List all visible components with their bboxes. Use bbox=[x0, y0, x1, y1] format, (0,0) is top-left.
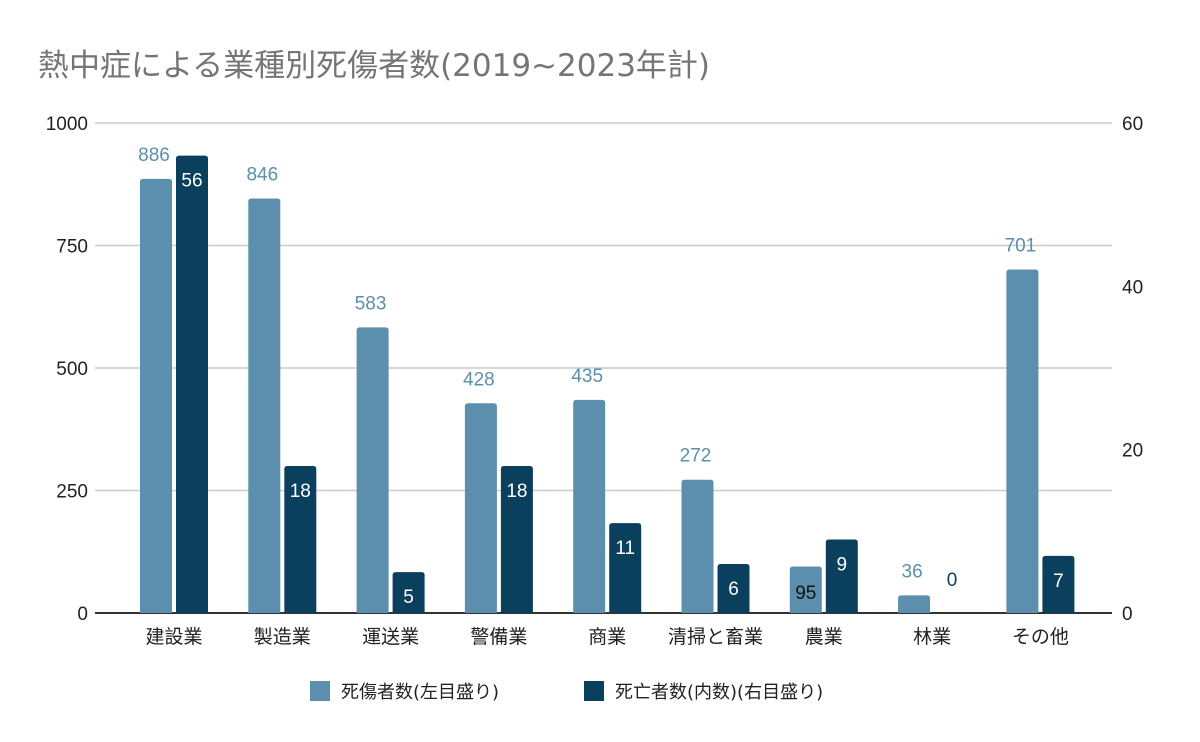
legend-label: 死傷者数(左目盛り) bbox=[341, 682, 499, 703]
bar-casualties bbox=[140, 178, 172, 614]
left-axis-tick: 500 bbox=[56, 359, 88, 380]
data-label-deaths: 18 bbox=[506, 481, 527, 502]
left-axis-tick: 750 bbox=[56, 237, 88, 258]
data-label-casualties: 272 bbox=[680, 446, 712, 467]
bar-casualties bbox=[356, 327, 389, 613]
bar-deaths bbox=[1042, 555, 1075, 613]
data-label-deaths: 56 bbox=[181, 171, 202, 192]
category-label: 清掃と畜業 bbox=[668, 626, 763, 648]
data-label-casualties: 95 bbox=[795, 583, 816, 604]
right-axis-tick: 40 bbox=[1122, 277, 1143, 298]
category-label: 運送業 bbox=[362, 626, 419, 648]
category-label: 建設業 bbox=[145, 626, 202, 648]
data-label-deaths: 11 bbox=[615, 538, 635, 559]
chart-title: 熱中症による業種別死傷者数(2019~2023年計) bbox=[38, 48, 711, 84]
data-label-casualties: 583 bbox=[355, 293, 387, 314]
legend-swatch bbox=[584, 681, 604, 701]
category-label: 農業 bbox=[805, 626, 843, 648]
bar-casualties bbox=[898, 595, 931, 613]
bar-deaths bbox=[717, 564, 750, 613]
bar-deaths bbox=[500, 466, 533, 613]
data-label-casualties: 846 bbox=[246, 164, 278, 185]
bar-casualties bbox=[1006, 269, 1039, 613]
left-axis-tick: 1000 bbox=[46, 114, 88, 135]
data-label-deaths: 5 bbox=[403, 587, 414, 608]
category-label: 製造業 bbox=[254, 626, 311, 648]
data-label-casualties: 36 bbox=[902, 561, 923, 582]
bar-casualties bbox=[573, 399, 606, 613]
bar-deaths bbox=[825, 539, 858, 613]
bar-casualties bbox=[464, 403, 497, 613]
bar-deaths bbox=[176, 155, 208, 613]
data-label-deaths: 9 bbox=[837, 555, 848, 576]
bar-deaths bbox=[392, 572, 425, 613]
bar-casualties bbox=[789, 566, 822, 613]
legend-label: 死亡者数(内数)(右目盛り) bbox=[615, 682, 823, 703]
right-axis-tick: 20 bbox=[1122, 441, 1143, 462]
left-axis-tick: 250 bbox=[56, 482, 88, 503]
data-label-deaths: 6 bbox=[728, 579, 739, 600]
bar-deaths bbox=[609, 523, 642, 613]
data-label-casualties: 428 bbox=[463, 369, 495, 390]
right-axis-tick: 0 bbox=[1122, 604, 1133, 625]
legend-swatch bbox=[310, 681, 330, 701]
left-axis-tick: 0 bbox=[77, 604, 88, 625]
bar-deaths bbox=[284, 466, 317, 613]
right-axis-tick: 60 bbox=[1122, 114, 1143, 135]
category-label: 林業 bbox=[913, 626, 951, 648]
data-label-deaths: 0 bbox=[947, 570, 958, 591]
data-label-casualties: 701 bbox=[1005, 236, 1037, 257]
data-label-casualties: 886 bbox=[138, 145, 170, 166]
bar-casualties bbox=[248, 198, 281, 613]
category-label: 警備業 bbox=[470, 626, 527, 648]
data-label-deaths: 18 bbox=[290, 481, 311, 502]
category-label: その他 bbox=[1012, 626, 1069, 648]
bar-casualties bbox=[681, 479, 714, 613]
category-label: 商業 bbox=[588, 626, 626, 648]
data-label-deaths: 7 bbox=[1053, 571, 1064, 592]
data-label-casualties: 435 bbox=[571, 366, 603, 387]
